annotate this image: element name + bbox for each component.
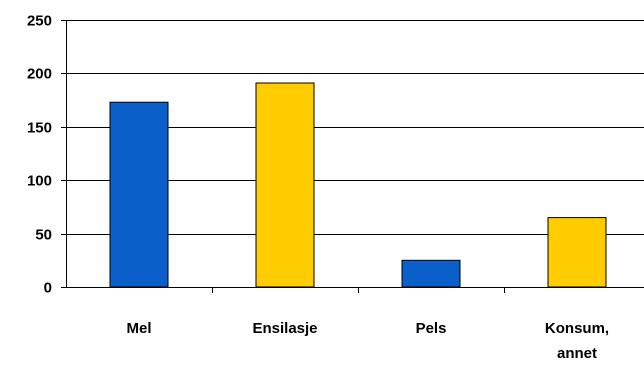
x-tick-label: Ensilasje: [252, 320, 317, 337]
bar-mel: [109, 101, 169, 288]
bar-ensilasje: [255, 82, 315, 288]
axes: [61, 20, 644, 293]
y-tick-label: 0: [44, 280, 52, 297]
bars: [109, 82, 607, 288]
y-tick-label: 100: [27, 173, 52, 190]
bar-pels: [401, 259, 461, 288]
axis-labels: 0 50 100 150 200 250 Mel Ensilasje Pels Konsum, an…: [27, 13, 609, 363]
bar-konsum: [547, 217, 607, 288]
x-tick-label: Pels: [416, 320, 447, 337]
y-tick-label: 250: [27, 13, 52, 30]
y-tick-label: 150: [27, 120, 52, 137]
y-tick-label: 50: [35, 227, 52, 244]
x-tick-label: Konsum, annet: [545, 320, 609, 362]
x-tick-label: Mel: [126, 320, 151, 337]
y-tick-label: 200: [27, 66, 52, 83]
